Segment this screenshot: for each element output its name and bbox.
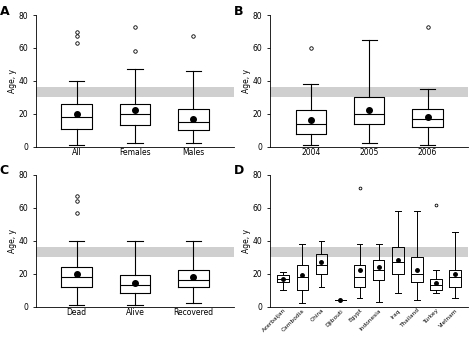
Y-axis label: Age, y: Age, y — [242, 229, 251, 253]
Bar — [36, 247, 234, 257]
Y-axis label: Age, y: Age, y — [242, 69, 251, 93]
Text: A: A — [0, 4, 9, 18]
Bar — [36, 87, 234, 97]
Text: B: B — [234, 4, 244, 18]
Text: D: D — [234, 164, 244, 177]
Y-axis label: Age, y: Age, y — [8, 69, 17, 93]
Y-axis label: Age, y: Age, y — [8, 229, 17, 253]
Bar — [270, 87, 468, 97]
Bar — [270, 247, 468, 257]
Text: C: C — [0, 164, 9, 177]
